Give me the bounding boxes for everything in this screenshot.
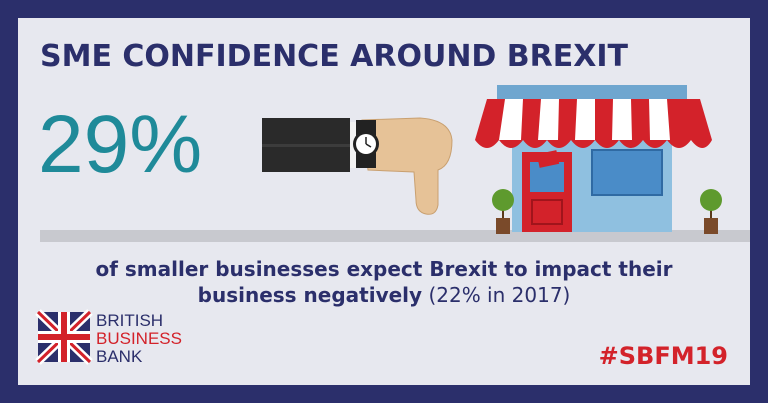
logo-line3: BANK	[96, 347, 143, 366]
ground	[40, 230, 750, 242]
logo-line2: BUSINESS	[96, 329, 182, 348]
stat: 29%	[38, 99, 202, 190]
shop-icon	[475, 85, 722, 234]
caption-bold: business negatively	[198, 283, 422, 307]
thumbs-down-icon	[262, 117, 453, 215]
caption-note: (22% in 2017)	[428, 283, 570, 307]
logo-flag	[35, 309, 93, 365]
hashtag: #SBFM19	[599, 342, 728, 370]
title: SME CONFIDENCE AROUND BREXIT	[40, 39, 629, 74]
caption-line2: business negatively (22% in 2017)	[198, 283, 571, 307]
caption-line1: of smaller businesses expect Brexit to i…	[95, 257, 672, 281]
logo-line1: BRITISH	[96, 311, 163, 330]
